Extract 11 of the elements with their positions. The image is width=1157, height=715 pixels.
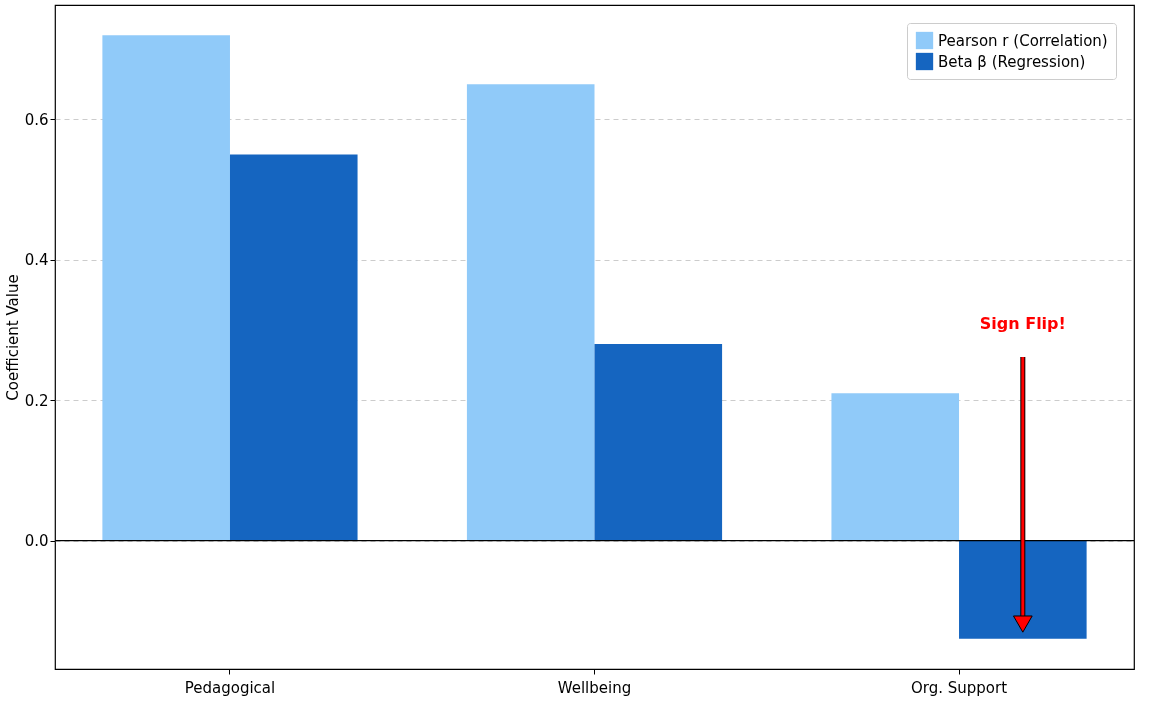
x-tick-label: Org. Support	[910, 678, 1008, 697]
y-tick-label: 0.4	[24, 251, 49, 270]
legend-label: Pearson r (Correlation)	[938, 31, 1108, 50]
y-tick-label: 0.2	[24, 391, 49, 410]
legend-label: Beta β (Regression)	[938, 52, 1086, 71]
annotation: Sign Flip!	[979, 313, 1066, 333]
y-tick-label: 0.6	[24, 110, 49, 129]
x-tick-label: Wellbeing	[557, 678, 632, 697]
y-tick-label: 0.0	[24, 532, 49, 551]
y-axis-title: Coefficient Value	[3, 274, 22, 401]
x-tick-label: Pedagogical	[184, 678, 276, 697]
